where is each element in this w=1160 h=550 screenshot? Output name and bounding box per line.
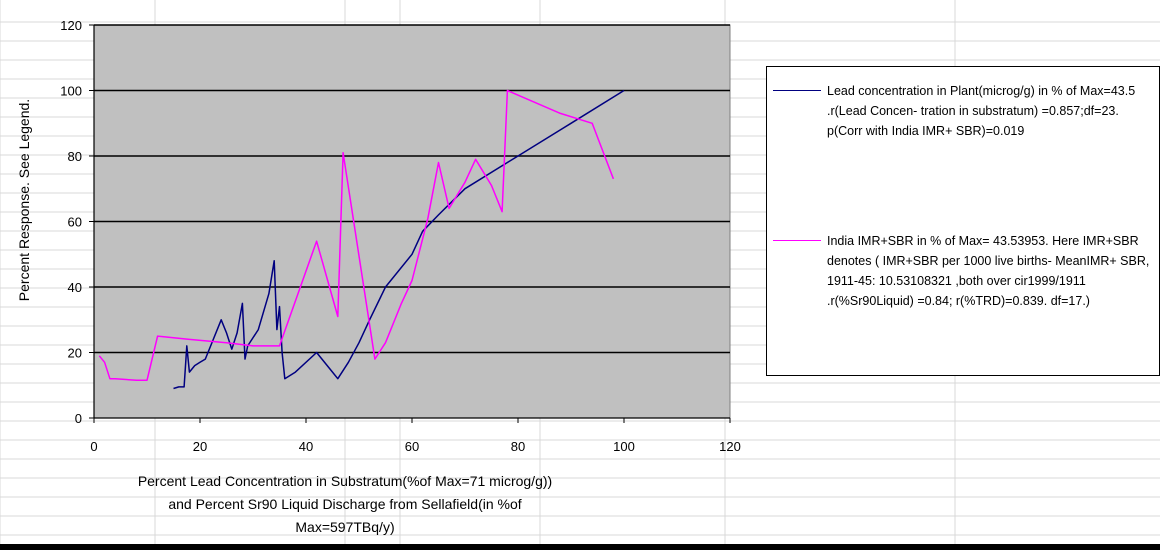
y-tick-label: 40 [68,280,82,295]
y-tick-label: 60 [68,215,82,230]
y-tick-label: 0 [75,411,82,426]
legend-label-lead: Lead concentration in Plant(microg/g) in… [827,84,1136,138]
chart-legend: Lead concentration in Plant(microg/g) in… [766,66,1160,376]
x-axis-title: Percent Lead Concentration in Substratum… [137,473,553,535]
x-tick-label: 20 [193,439,207,454]
legend-label-india: India IMR+SBR in % of Max= 43.53953. Her… [827,234,1150,308]
x-tick-label: 120 [719,439,741,454]
axes [89,24,731,423]
x-tick-label: 100 [613,439,635,454]
series-layer [98,89,625,390]
series-line-lead [173,89,625,390]
y-tick-label: 120 [60,18,82,33]
x-tick-label: 80 [511,439,525,454]
x-tick-label: 40 [299,439,313,454]
x-tick-label: 60 [405,439,419,454]
y-tick-label: 80 [68,149,82,164]
legend-swatch-lead [773,90,821,91]
legend-swatch-india [773,240,821,241]
y-tick-label: 20 [68,346,82,361]
series-line-india [98,89,615,382]
window-bottom-edge [0,544,1160,550]
y-axis-tick-labels: 0 20 40 60 80 100 120 [60,18,82,426]
y-tick-label: 100 [60,84,82,99]
x-tick-label: 0 [90,439,97,454]
x-axis-tick-labels: 0 20 40 60 80 100 120 [90,439,740,454]
y-axis-title: Percent Response. See Legend. [16,98,32,302]
